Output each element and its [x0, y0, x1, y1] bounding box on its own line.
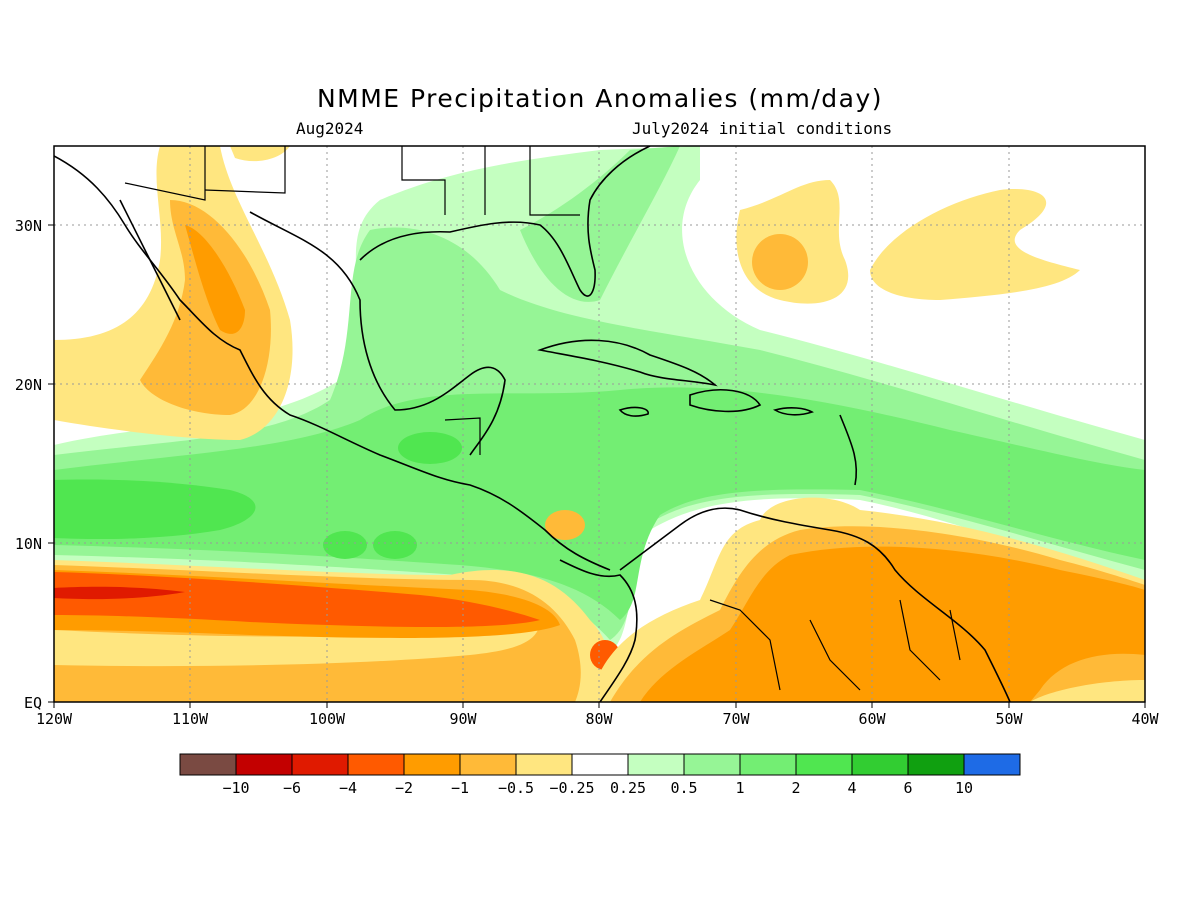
colorbar-swatch	[739, 753, 797, 776]
dry-core-nicaragua	[545, 510, 585, 540]
x-tick-label: 70W	[722, 710, 750, 728]
colorbar-label: 2	[791, 779, 800, 797]
dry-anomaly-baja-3	[185, 225, 245, 334]
colorbar-swatch	[907, 753, 965, 776]
map-title: NMME Precipitation Anomalies (mm/day)	[316, 84, 884, 113]
colorbar-label: −4	[339, 779, 357, 797]
wet-anomaly-core	[54, 387, 1145, 620]
colorbar-label: 0.25	[610, 779, 646, 797]
colorbar-label: −0.5	[498, 779, 534, 797]
coastlines	[54, 146, 1011, 702]
colorbar-label: 4	[847, 779, 856, 797]
x-tick-label: 90W	[449, 710, 477, 728]
coast-gulf	[249, 211, 506, 456]
wet-max-sw	[323, 531, 367, 559]
colorbar-swatch	[571, 753, 629, 776]
colorbar-swatch	[347, 753, 405, 776]
colorbar-label: −6	[283, 779, 301, 797]
dry-anomaly-epac-core	[54, 586, 185, 600]
colorbar-swatch	[683, 753, 741, 776]
colorbar-swatch	[963, 753, 1021, 776]
x-tick-label: 110W	[172, 710, 209, 728]
colorbar-swatch	[291, 753, 349, 776]
colorbar-swatch	[235, 753, 293, 776]
wet-anomaly-florida	[520, 146, 680, 302]
coast-us-gulf	[359, 146, 651, 297]
wet-max-sw2	[373, 531, 417, 559]
colorbar-label: −2	[395, 779, 413, 797]
x-tick-label: 40W	[1131, 710, 1159, 728]
coast-panama-colombia	[559, 559, 638, 702]
colorbar-label: −10	[222, 779, 249, 797]
coast-mexico-pacific	[54, 155, 611, 571]
colorbar-swatch	[403, 753, 461, 776]
coast-venezuela	[619, 507, 1011, 702]
x-tick-label: 80W	[585, 710, 613, 728]
coast-puerto-rico	[772, 407, 814, 416]
colorbar-label: 1	[735, 779, 744, 797]
graticule	[54, 146, 1145, 702]
y-tick-label: 30N	[15, 217, 42, 235]
axis-ticks	[48, 224, 1146, 708]
dry-anomaly-atlantic-e	[870, 189, 1080, 300]
wet-anomaly-max	[54, 479, 256, 540]
dry-anomaly-epac-4	[54, 572, 540, 627]
colorbar: −10 −6 −4 −2 −1 −0.5 −0.25 0.25 0.5 1 2 4 6 10	[179, 753, 1021, 797]
dry-anomaly-baja-2	[140, 200, 271, 415]
coast-cuba	[537, 339, 718, 387]
colorbar-label: 0.5	[670, 779, 697, 797]
colorbar-swatch	[627, 753, 685, 776]
colorbar-label: 6	[903, 779, 912, 797]
dry-anomaly-top	[230, 146, 290, 162]
colorbar-label: −0.25	[549, 779, 594, 797]
x-tick-label: 50W	[995, 710, 1023, 728]
y-tick-label: 20N	[15, 376, 42, 394]
wet-max-central	[398, 432, 462, 464]
coast-jamaica	[618, 406, 649, 417]
x-tick-label: 120W	[36, 710, 73, 728]
dry-anomaly-samerica-3	[640, 546, 1145, 702]
colorbar-swatch	[795, 753, 853, 776]
y-tick-label: EQ	[24, 694, 42, 712]
colorbar-swatch	[851, 753, 909, 776]
colorbar-swatch	[515, 753, 573, 776]
coast-lesser-antilles	[839, 414, 858, 486]
colorbar-label: −1	[451, 779, 469, 797]
colorbar-label: 10	[955, 779, 973, 797]
borders	[124, 146, 961, 691]
coast-baja	[119, 199, 181, 321]
colorbar-swatch	[179, 753, 237, 776]
dry-core-atlantic	[752, 234, 808, 290]
colorbar-swatch	[459, 753, 517, 776]
y-tick-label: 10N	[15, 535, 42, 553]
x-tick-label: 60W	[858, 710, 886, 728]
coast-hispaniola	[689, 389, 762, 413]
x-tick-label: 100W	[309, 710, 346, 728]
initial-conditions: July2024 initial conditions	[632, 119, 893, 138]
forecast-month: Aug2024	[296, 119, 364, 138]
anomaly-field	[54, 146, 1145, 702]
